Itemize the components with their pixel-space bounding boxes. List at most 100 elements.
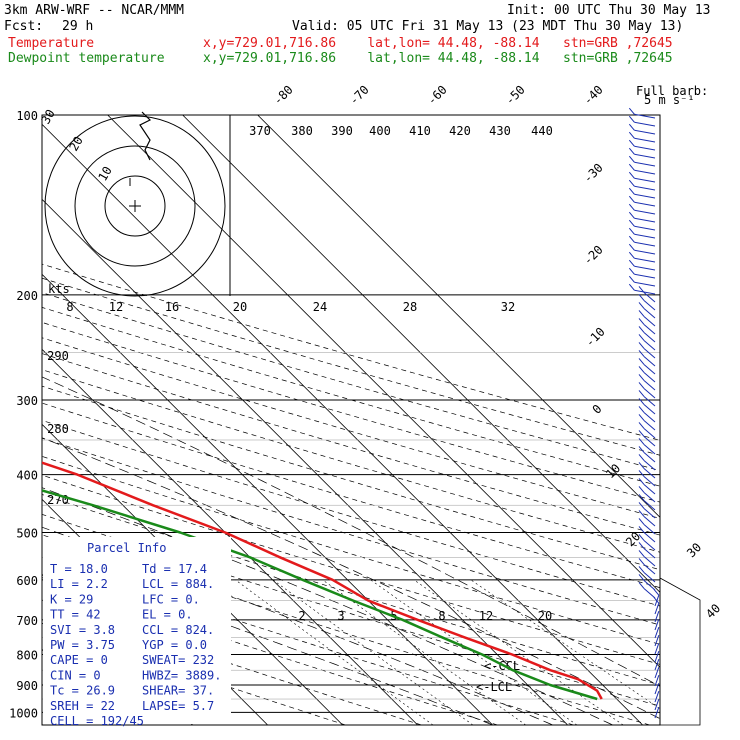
parcel-row-left: LI = 2.2 [50,577,108,591]
parcel-row-left: CAPE = 0 [50,653,108,667]
wind-barb-flag [638,542,645,549]
parcel-row-right: CCL = 824. [142,623,214,637]
wind-barb [634,273,656,279]
parcel-row-right: EL = 0. [142,608,193,622]
isotherm-top-label: -40 [581,83,606,108]
wind-barb-flag [638,526,645,533]
dewpoint-profile [42,489,598,701]
wind-barb [643,316,656,327]
dry-adiabat-line [42,322,660,503]
wind-barb-flag [628,195,635,203]
wind-barb-flag [628,139,635,147]
wind-barb [643,548,656,559]
wind-barb [643,444,656,455]
wind-barb-flag [628,179,635,187]
frame-extension [659,577,701,726]
wind-barb-flag [638,374,645,381]
forecast-hour: 29 h [62,19,94,34]
wind-barb-flag [638,366,645,373]
isotherm-line [107,115,660,668]
wind-barb [643,460,656,471]
wind-barb [643,452,656,463]
isotherm-right-label: 0 [590,402,605,417]
wind-barb [643,588,656,599]
wind-barb [643,500,656,511]
valid-time: Valid: 05 UTC Fri 31 May 13 (23 MDT Thu … [292,19,684,34]
mixing-ratio-label: 20 [538,609,552,623]
wind-barb [634,225,656,231]
wind-barb [643,388,656,399]
theta-side-label: 280 [47,422,69,436]
wind-barb [643,532,656,543]
wind-barb [643,412,656,423]
parcel-title: Parcel Info [87,541,166,555]
mixing-ratio-label: 2 [298,609,305,623]
parcel-row-right: LFC = 0. [142,592,200,606]
wind-barb-flag [628,267,635,275]
wind-barb [643,428,656,439]
dry-adiabat-line [42,337,660,519]
wind-barb [654,643,660,655]
isotherm-right-label: 10 [603,461,623,481]
parcel-row-left: K = 29 [50,592,93,606]
parcel-row-right: SWEAT= 232 [142,653,214,667]
hodo-speed-label: 16 [165,300,179,314]
hodograph-trace [139,111,152,161]
wind-barb [643,300,656,311]
wind-barb-flag [638,430,645,437]
hodo-speed-label: 12 [109,300,123,314]
wind-barb-flag [628,219,635,227]
theta-label: 400 [369,124,391,138]
wind-barb [643,556,656,567]
parcel-row-right: LCL = 884. [142,577,214,591]
wind-barb [654,667,660,679]
wind-barb [643,332,656,343]
dry-adiabat-line [42,292,660,471]
dry-adiabat-line [42,385,660,571]
wind-barb [634,241,656,247]
pressure-label: 800 [16,648,38,662]
wind-barb [654,707,660,719]
isotherm-line [42,348,418,725]
temperature-profile [42,461,603,700]
wind-barb [643,436,656,447]
isotherm-right-label: -10 [583,325,608,350]
wind-barb-flag [638,446,645,453]
barb-key-unit: 5 m s⁻¹ [644,93,695,107]
wind-barb [634,209,656,215]
lcl-marker: <-LCL [476,680,512,694]
parcel-row-left: TT = 42 [50,608,101,622]
isotherm-top-label: -80 [271,83,296,108]
theta-label: 370 [249,124,271,138]
wind-barb [634,177,656,183]
wind-barb-flag [638,286,645,293]
isotherm-line [42,423,343,725]
wind-barb-flag [638,510,645,517]
wind-barb [643,324,656,335]
dewpoint-location: x,y=729.01,716.86 lat,lon= 44.48, -88.14… [203,51,673,66]
hodograph-inset: 30 20 10 kts 8 12 16 20 24 28 32 [38,107,515,314]
wind-barb [634,265,656,271]
dry-adiabat-line [42,419,660,607]
mixing-ratio-label: 3 [337,609,344,623]
isotherm-right-label: 30 [684,540,704,560]
hodo-ring [44,115,226,297]
wind-barb-flag [638,438,645,445]
parcel-row-left: SREH = 22 [50,699,115,713]
theta-label: 420 [449,124,471,138]
wind-barb [654,691,660,703]
hodo-ring-label: 30 [38,107,57,127]
wind-barb [643,308,656,319]
wind-barb-flag [638,494,645,501]
wind-barb [654,635,660,647]
barb-key-title: Full barb: [636,84,708,98]
moist-adiabat-line [42,376,660,687]
wind-barb [634,137,656,143]
wind-barb-flag [628,283,635,291]
hodo-ring [74,145,196,267]
wind-barb-flag [653,596,660,604]
wind-barb-flag [628,123,635,131]
moist-adiabat-line [42,437,660,720]
wind-barb [634,185,656,191]
wind-barb [634,217,656,223]
